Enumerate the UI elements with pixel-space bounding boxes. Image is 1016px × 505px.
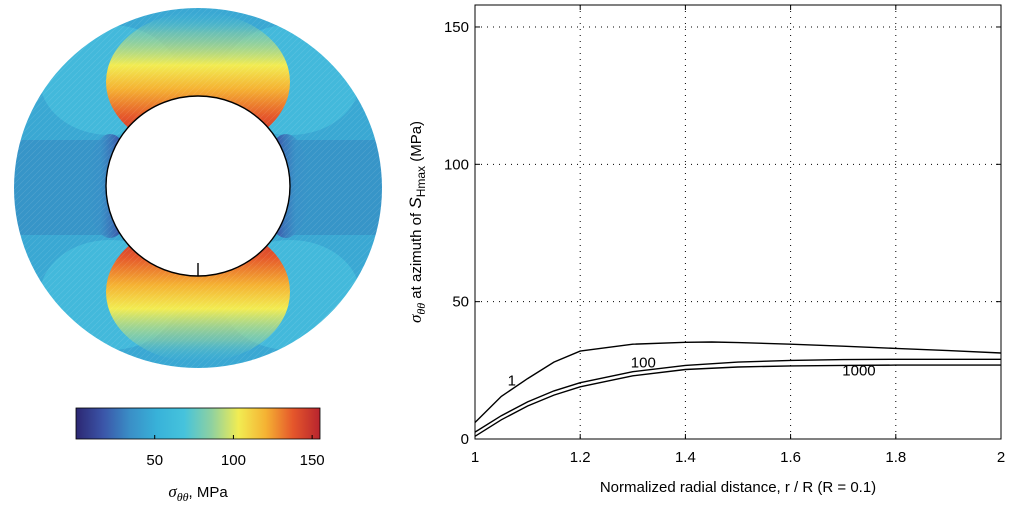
y-label-sigma-sub: θθ xyxy=(414,303,428,315)
series-line-100 xyxy=(474,358,1001,433)
colorbar-tick-label: 50 xyxy=(146,452,163,469)
colorbar-tick-label: 150 xyxy=(300,452,325,469)
y-tick-label: 50 xyxy=(452,294,469,311)
grid-lines xyxy=(475,5,1001,439)
line-chart: 1 1.2 1.4 1.6 1.8 2 0 50 100 150 1 100 1000 Normali… xyxy=(406,4,1005,496)
y-label-s-sub: Hmax xyxy=(414,166,428,197)
x-tick-label: 1.8 xyxy=(885,449,906,466)
y-label-s: S xyxy=(406,197,425,209)
y-tick-label: 150 xyxy=(444,19,469,36)
y-label-unit: (MPa) xyxy=(408,121,425,166)
colorbar-label-sub: θθ xyxy=(177,490,189,504)
y-tick-label: 100 xyxy=(444,156,469,173)
colorbar-ticks: 50 100 150 xyxy=(146,435,325,469)
colorbar-tick-label: 100 xyxy=(221,452,246,469)
x-tick-label: 1.2 xyxy=(570,449,591,466)
series-line-1 xyxy=(474,341,1002,423)
y-label-middle: at azimuth of xyxy=(408,209,425,303)
y-label-sigma: σ xyxy=(406,314,425,323)
series-line-1000 xyxy=(474,364,1001,437)
colorbar-label-symbol: σ xyxy=(168,482,177,501)
stress-ring-map xyxy=(0,0,400,380)
x-tick-label: 1.4 xyxy=(675,449,696,466)
colorbar: 50 100 150 σθθ, MPa xyxy=(75,407,325,504)
axis-ticks: 1 1.2 1.4 1.6 1.8 2 0 50 100 150 xyxy=(444,5,1005,466)
series-curves xyxy=(474,341,1002,437)
colorbar-bar xyxy=(75,407,321,440)
series-label-100: 100 xyxy=(631,354,656,371)
plot-frame xyxy=(474,4,1002,440)
x-axis-label: Normalized radial distance, r / R (R = 0… xyxy=(600,479,876,496)
x-tick-label: 2 xyxy=(997,449,1005,466)
x-tick-label: 1 xyxy=(471,449,479,466)
y-axis-label: σθθ at azimuth of SHmax (MPa) xyxy=(406,121,428,323)
series-label-1: 1 xyxy=(508,372,516,389)
x-tick-label: 1.6 xyxy=(780,449,801,466)
series-label-1000: 1000 xyxy=(842,362,875,379)
y-tick-label: 0 xyxy=(461,431,469,448)
series-labels: 1 100 1000 xyxy=(508,354,876,389)
colorbar-label: σθθ, MPa xyxy=(168,482,228,504)
colorbar-label-unit: , MPa xyxy=(189,484,229,501)
borehole-wall xyxy=(105,95,291,277)
